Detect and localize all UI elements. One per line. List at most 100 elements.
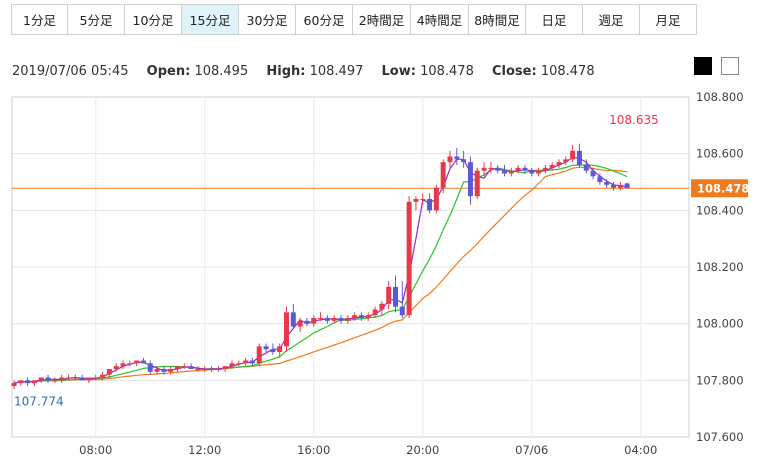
candle-body bbox=[175, 366, 180, 369]
timeframe-tab[interactable]: 1分足 bbox=[11, 4, 68, 35]
candle-body bbox=[365, 315, 371, 318]
candle-body bbox=[140, 360, 146, 364]
candle-body bbox=[229, 363, 235, 367]
candle-body bbox=[345, 318, 351, 321]
candle-body bbox=[86, 377, 92, 381]
candle-body bbox=[358, 315, 364, 318]
timeframe-tab[interactable]: 8時間足 bbox=[468, 4, 526, 35]
y-tick-label: 108.800 bbox=[696, 90, 744, 104]
candle-body bbox=[134, 360, 140, 364]
candle-body bbox=[18, 380, 24, 384]
candle-body bbox=[570, 150, 576, 160]
dark-theme-button[interactable] bbox=[694, 57, 712, 75]
x-tick-label: 07/06 bbox=[515, 443, 548, 457]
candle-body bbox=[440, 162, 446, 188]
candle-body bbox=[611, 184, 616, 188]
candle-body bbox=[202, 369, 208, 370]
candle-body bbox=[372, 309, 378, 316]
close-label: Close: bbox=[492, 64, 537, 79]
timeframe-tab[interactable]: 5分足 bbox=[67, 4, 125, 35]
candle-body bbox=[386, 286, 392, 304]
candle-body bbox=[467, 162, 473, 197]
candle-body bbox=[181, 366, 187, 368]
candle-body bbox=[338, 318, 344, 321]
candle-body bbox=[549, 165, 555, 168]
open-value: 108.495 bbox=[194, 64, 249, 79]
timeframe-tab[interactable]: 日足 bbox=[525, 4, 583, 35]
candle-body bbox=[106, 369, 112, 375]
candle-body bbox=[495, 167, 501, 171]
timeframe-tab[interactable]: 15分足 bbox=[181, 4, 239, 35]
low-value: 108.478 bbox=[420, 64, 474, 79]
candle-body bbox=[556, 162, 562, 165]
candle-body bbox=[236, 363, 242, 365]
candle-body bbox=[304, 320, 310, 324]
x-tick-label: 20:00 bbox=[406, 443, 439, 457]
candle-body bbox=[188, 366, 194, 369]
candle-body bbox=[515, 167, 521, 171]
candle-body bbox=[393, 286, 398, 307]
candle-body bbox=[31, 380, 37, 384]
candle-body bbox=[127, 363, 133, 365]
candle-body bbox=[277, 346, 283, 352]
candle-body bbox=[502, 170, 507, 174]
candle-body bbox=[222, 366, 228, 369]
low-marker-label: 107.774 bbox=[14, 395, 64, 409]
open-label: Open: bbox=[146, 64, 191, 79]
candle-body bbox=[624, 183, 630, 189]
candle-body bbox=[617, 184, 623, 188]
candle-body bbox=[583, 165, 589, 171]
candle-body bbox=[461, 159, 467, 163]
candle-body bbox=[45, 377, 51, 381]
x-tick-label: 16:00 bbox=[297, 443, 330, 457]
candle-body bbox=[25, 380, 31, 384]
candle-body bbox=[331, 318, 337, 321]
candle-body bbox=[284, 312, 289, 347]
timeframe-tab[interactable]: 10分足 bbox=[124, 4, 182, 35]
candle-body bbox=[120, 363, 126, 367]
candle-body bbox=[352, 315, 358, 318]
candle-body bbox=[318, 318, 324, 319]
candle-body bbox=[311, 318, 317, 324]
candle-body bbox=[256, 346, 262, 364]
timeframe-tab[interactable]: 30分足 bbox=[238, 4, 296, 35]
y-tick-label: 108.600 bbox=[696, 147, 744, 161]
candle-body bbox=[297, 320, 303, 327]
timeframe-tab[interactable]: 4時間足 bbox=[410, 4, 469, 35]
candle-body bbox=[529, 170, 535, 174]
y-tick-label: 108.200 bbox=[696, 260, 744, 274]
candle-body bbox=[100, 374, 106, 378]
timeframe-tab[interactable]: 月足 bbox=[639, 4, 697, 35]
timeframe-tab[interactable]: 2時間足 bbox=[352, 4, 411, 35]
low-label: Low: bbox=[381, 64, 416, 79]
candle-body bbox=[161, 369, 167, 372]
y-tick-label: 107.800 bbox=[696, 373, 744, 387]
candle-body bbox=[263, 346, 269, 350]
candle-body bbox=[270, 349, 276, 352]
candle-body bbox=[38, 377, 44, 381]
timeframe-tab[interactable]: 週足 bbox=[582, 4, 640, 35]
candle-body bbox=[52, 380, 58, 382]
y-tick-label: 107.600 bbox=[696, 430, 744, 444]
x-tick-label: 08:00 bbox=[79, 443, 112, 457]
ma-long-line bbox=[13, 166, 628, 384]
ohlc-info: 2019/07/06 05:45 Open: 108.495 High: 108… bbox=[12, 64, 595, 79]
current-price-label: 108.478 bbox=[697, 182, 749, 196]
candle-body bbox=[79, 377, 85, 381]
timeframe-tab[interactable]: 60分足 bbox=[295, 4, 353, 35]
light-theme-button[interactable] bbox=[721, 57, 739, 75]
candle-body bbox=[536, 170, 542, 174]
y-tick-label: 108.000 bbox=[696, 317, 744, 331]
candle-body bbox=[215, 369, 221, 370]
candle-body bbox=[597, 176, 603, 182]
candle-body bbox=[379, 303, 385, 310]
candle-body bbox=[488, 167, 494, 169]
high-value: 108.497 bbox=[309, 64, 364, 79]
candle-body bbox=[195, 369, 201, 370]
candle-body bbox=[249, 360, 255, 364]
candle-body bbox=[406, 201, 412, 316]
candle-body bbox=[454, 156, 460, 160]
candle-body bbox=[324, 318, 330, 321]
timeframe-tabs: 1分足 5分足 10分足 15分足 30分足 60分足 2時間足 4時間足 8時間足 日足 週足 月足 bbox=[11, 4, 697, 35]
candle-body bbox=[154, 369, 160, 372]
